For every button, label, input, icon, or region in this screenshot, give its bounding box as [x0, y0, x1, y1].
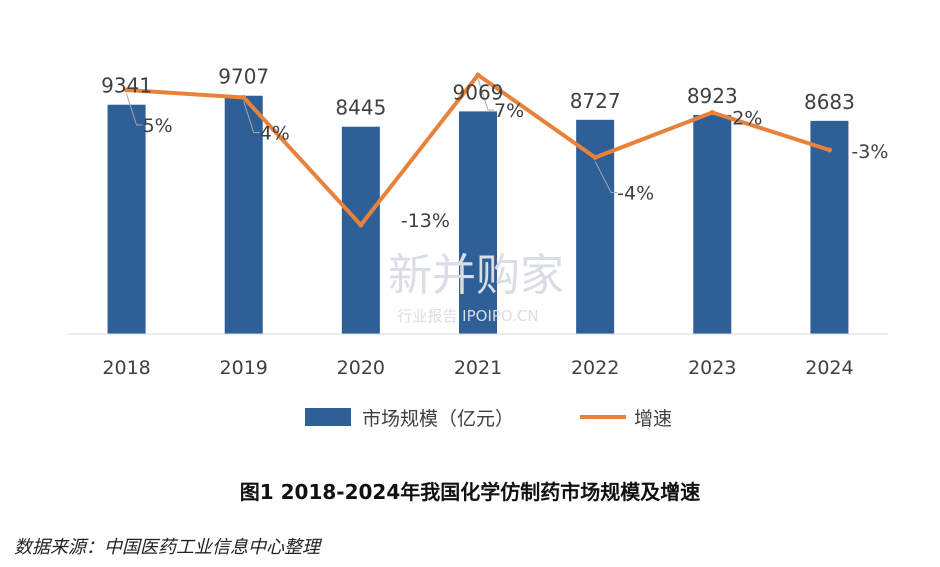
leader-line-2022	[594, 161, 618, 193]
x-tick-2022: 2022	[571, 357, 619, 379]
growth-label-2019: 4%	[260, 123, 290, 145]
bars-layer	[107, 95, 849, 335]
growth-point-2018	[124, 87, 130, 93]
growth-point-2020	[358, 222, 364, 228]
watermark: 新并购家 行业报告 IPOIPO.CN	[388, 250, 564, 325]
bar-2020	[341, 126, 380, 334]
growth-label-2020: -13%	[401, 210, 450, 232]
x-tick-2019: 2019	[220, 357, 268, 379]
bar-2021	[459, 111, 497, 334]
growth-point-2021	[475, 72, 481, 78]
figure-title: 图1 2018-2024年我国化学仿制药市场规模及增速	[239, 480, 701, 504]
leader-lines-layer	[126, 78, 618, 193]
legend-swatch-market-size	[305, 408, 351, 426]
bar-2018	[107, 104, 146, 334]
growth-point-2024	[826, 147, 832, 153]
x-tick-2021: 2021	[454, 357, 502, 379]
value-label-2023: 8923	[687, 84, 738, 108]
bar-2023	[693, 114, 732, 334]
watermark-sub-text: 行业报告 IPOIPO.CN	[397, 307, 538, 325]
growth-label-2023: 2%	[732, 108, 762, 130]
x-tick-2024: 2024	[805, 357, 853, 379]
value-label-2018: 9341	[101, 74, 152, 98]
growth-label-2021: 7%	[494, 100, 524, 122]
watermark-main-text: 新并购家	[388, 250, 564, 301]
growth-line-layer	[124, 72, 832, 228]
growth-label-2024: -3%	[851, 141, 888, 163]
x-tick-2020: 2020	[337, 357, 385, 379]
growth-point-2019	[241, 95, 247, 100]
market-size-growth-chart: 9341 2018 9707 2019 8445 2020 9069 2021 8727 2022…	[68, 65, 888, 430]
growth-label-2018: 5%	[143, 115, 173, 137]
value-label-2019: 9707	[218, 65, 269, 89]
value-label-2022: 8727	[570, 89, 621, 113]
bar-2024	[810, 120, 849, 334]
legend: 市场规模（亿元） 增速	[305, 408, 672, 430]
bar-2019	[224, 95, 263, 334]
value-label-2020: 8445	[335, 96, 386, 120]
value-label-2024: 8683	[804, 90, 855, 114]
source-note: 数据来源：中国医药工业信息中心整理	[14, 537, 320, 558]
growth-point-2022	[592, 155, 598, 160]
leader-line-2019	[243, 101, 260, 133]
legend-label-market-size: 市场规模（亿元）	[362, 408, 514, 430]
growth-label-2022: -4%	[617, 183, 654, 205]
x-tick-2018: 2018	[102, 357, 150, 379]
value-label-2021: 9069	[453, 80, 504, 104]
leader-line-2018	[126, 93, 143, 126]
growth-point-2023	[709, 110, 715, 115]
legend-label-growth: 增速	[634, 408, 672, 430]
leader-line-2021	[477, 78, 494, 111]
labels-layer: 9341 2018 9707 2019 8445 2020 9069 2021 8727 2022…	[101, 65, 888, 379]
x-tick-2023: 2023	[688, 357, 736, 379]
